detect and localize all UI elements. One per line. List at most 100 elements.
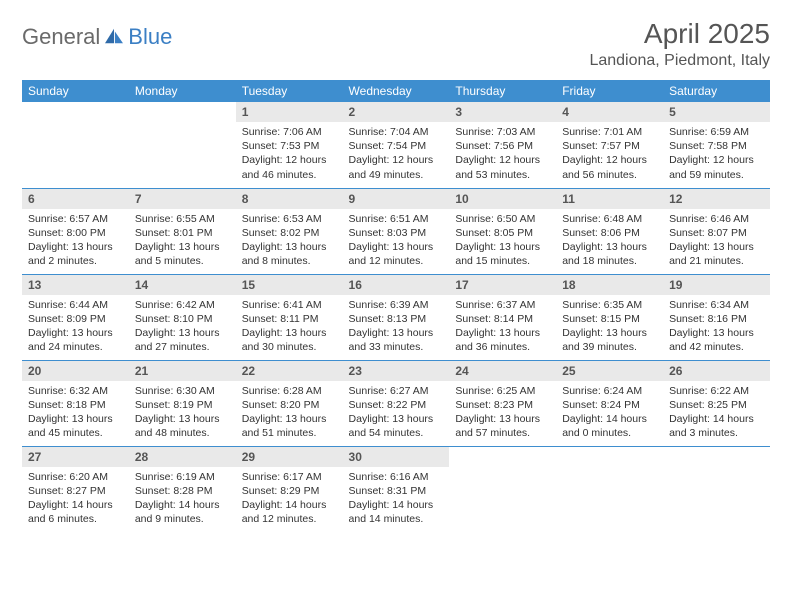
brand-logo: General Blue xyxy=(22,24,172,50)
day-number: 14 xyxy=(129,275,236,295)
day-number: 17 xyxy=(449,275,556,295)
day-number: 1 xyxy=(236,102,343,122)
calendar-cell: 7Sunrise: 6:55 AMSunset: 8:01 PMDaylight… xyxy=(129,188,236,274)
calendar-cell: 13Sunrise: 6:44 AMSunset: 8:09 PMDayligh… xyxy=(22,274,129,360)
title-block: April 2025 Landiona, Piedmont, Italy xyxy=(589,18,770,70)
calendar-cell: 15Sunrise: 6:41 AMSunset: 8:11 PMDayligh… xyxy=(236,274,343,360)
day-header: Monday xyxy=(129,80,236,102)
day-content: Sunrise: 6:28 AMSunset: 8:20 PMDaylight:… xyxy=(236,381,343,445)
day-header: Wednesday xyxy=(343,80,450,102)
day-content: Sunrise: 6:22 AMSunset: 8:25 PMDaylight:… xyxy=(663,381,770,445)
day-number: 27 xyxy=(22,447,129,467)
day-header-row: Sunday Monday Tuesday Wednesday Thursday… xyxy=(22,80,770,102)
day-content: Sunrise: 6:55 AMSunset: 8:01 PMDaylight:… xyxy=(129,209,236,273)
calendar-cell: 27Sunrise: 6:20 AMSunset: 8:27 PMDayligh… xyxy=(22,446,129,532)
calendar-cell: 8Sunrise: 6:53 AMSunset: 8:02 PMDaylight… xyxy=(236,188,343,274)
day-content: Sunrise: 6:20 AMSunset: 8:27 PMDaylight:… xyxy=(22,467,129,531)
day-number: 16 xyxy=(343,275,450,295)
day-content: Sunrise: 6:39 AMSunset: 8:13 PMDaylight:… xyxy=(343,295,450,359)
day-content: Sunrise: 6:50 AMSunset: 8:05 PMDaylight:… xyxy=(449,209,556,273)
calendar-cell: 25Sunrise: 6:24 AMSunset: 8:24 PMDayligh… xyxy=(556,360,663,446)
calendar-cell: 1Sunrise: 7:06 AMSunset: 7:53 PMDaylight… xyxy=(236,102,343,188)
calendar-table: Sunday Monday Tuesday Wednesday Thursday… xyxy=(22,80,770,532)
calendar-cell: 16Sunrise: 6:39 AMSunset: 8:13 PMDayligh… xyxy=(343,274,450,360)
day-content: Sunrise: 6:59 AMSunset: 7:58 PMDaylight:… xyxy=(663,122,770,186)
day-number: 15 xyxy=(236,275,343,295)
day-content: Sunrise: 6:27 AMSunset: 8:22 PMDaylight:… xyxy=(343,381,450,445)
day-number: 25 xyxy=(556,361,663,381)
day-content: Sunrise: 6:37 AMSunset: 8:14 PMDaylight:… xyxy=(449,295,556,359)
day-number: 24 xyxy=(449,361,556,381)
calendar-cell: 24Sunrise: 6:25 AMSunset: 8:23 PMDayligh… xyxy=(449,360,556,446)
calendar-cell: 14Sunrise: 6:42 AMSunset: 8:10 PMDayligh… xyxy=(129,274,236,360)
day-content: Sunrise: 6:34 AMSunset: 8:16 PMDaylight:… xyxy=(663,295,770,359)
calendar-row: 27Sunrise: 6:20 AMSunset: 8:27 PMDayligh… xyxy=(22,446,770,532)
calendar-cell: 19Sunrise: 6:34 AMSunset: 8:16 PMDayligh… xyxy=(663,274,770,360)
day-number: 28 xyxy=(129,447,236,467)
calendar-cell: 5Sunrise: 6:59 AMSunset: 7:58 PMDaylight… xyxy=(663,102,770,188)
calendar-cell: 20Sunrise: 6:32 AMSunset: 8:18 PMDayligh… xyxy=(22,360,129,446)
calendar-cell: 3Sunrise: 7:03 AMSunset: 7:56 PMDaylight… xyxy=(449,102,556,188)
day-content: Sunrise: 7:04 AMSunset: 7:54 PMDaylight:… xyxy=(343,122,450,186)
calendar-cell: 2Sunrise: 7:04 AMSunset: 7:54 PMDaylight… xyxy=(343,102,450,188)
calendar-cell: 23Sunrise: 6:27 AMSunset: 8:22 PMDayligh… xyxy=(343,360,450,446)
calendar-cell: 10Sunrise: 6:50 AMSunset: 8:05 PMDayligh… xyxy=(449,188,556,274)
day-content: Sunrise: 6:46 AMSunset: 8:07 PMDaylight:… xyxy=(663,209,770,273)
location-text: Landiona, Piedmont, Italy xyxy=(589,52,770,70)
day-number: 30 xyxy=(343,447,450,467)
day-content: Sunrise: 6:57 AMSunset: 8:00 PMDaylight:… xyxy=(22,209,129,273)
day-number: 22 xyxy=(236,361,343,381)
calendar-cell: 6Sunrise: 6:57 AMSunset: 8:00 PMDaylight… xyxy=(22,188,129,274)
day-number: 10 xyxy=(449,189,556,209)
calendar-cell: 4Sunrise: 7:01 AMSunset: 7:57 PMDaylight… xyxy=(556,102,663,188)
day-content: Sunrise: 6:30 AMSunset: 8:19 PMDaylight:… xyxy=(129,381,236,445)
day-number: 29 xyxy=(236,447,343,467)
day-number: 6 xyxy=(22,189,129,209)
calendar-cell: 12Sunrise: 6:46 AMSunset: 8:07 PMDayligh… xyxy=(663,188,770,274)
day-number: 20 xyxy=(22,361,129,381)
calendar-cell: 29Sunrise: 6:17 AMSunset: 8:29 PMDayligh… xyxy=(236,446,343,532)
day-content: Sunrise: 6:25 AMSunset: 8:23 PMDaylight:… xyxy=(449,381,556,445)
calendar-cell xyxy=(22,102,129,188)
calendar-cell: 22Sunrise: 6:28 AMSunset: 8:20 PMDayligh… xyxy=(236,360,343,446)
day-number: 4 xyxy=(556,102,663,122)
day-number: 26 xyxy=(663,361,770,381)
day-number: 12 xyxy=(663,189,770,209)
calendar-cell xyxy=(129,102,236,188)
day-header: Friday xyxy=(556,80,663,102)
day-content: Sunrise: 6:48 AMSunset: 8:06 PMDaylight:… xyxy=(556,209,663,273)
day-content: Sunrise: 6:16 AMSunset: 8:31 PMDaylight:… xyxy=(343,467,450,531)
day-number: 9 xyxy=(343,189,450,209)
calendar-cell xyxy=(449,446,556,532)
day-number: 21 xyxy=(129,361,236,381)
month-title: April 2025 xyxy=(589,18,770,50)
sail-icon xyxy=(103,27,125,45)
calendar-cell xyxy=(663,446,770,532)
calendar-cell: 9Sunrise: 6:51 AMSunset: 8:03 PMDaylight… xyxy=(343,188,450,274)
day-number: 5 xyxy=(663,102,770,122)
day-content: Sunrise: 6:42 AMSunset: 8:10 PMDaylight:… xyxy=(129,295,236,359)
day-header: Sunday xyxy=(22,80,129,102)
calendar-cell: 11Sunrise: 6:48 AMSunset: 8:06 PMDayligh… xyxy=(556,188,663,274)
day-content: Sunrise: 7:06 AMSunset: 7:53 PMDaylight:… xyxy=(236,122,343,186)
day-number: 18 xyxy=(556,275,663,295)
calendar-cell xyxy=(556,446,663,532)
day-number: 19 xyxy=(663,275,770,295)
day-content: Sunrise: 6:19 AMSunset: 8:28 PMDaylight:… xyxy=(129,467,236,531)
day-content: Sunrise: 6:53 AMSunset: 8:02 PMDaylight:… xyxy=(236,209,343,273)
calendar-row: 6Sunrise: 6:57 AMSunset: 8:00 PMDaylight… xyxy=(22,188,770,274)
day-content: Sunrise: 6:24 AMSunset: 8:24 PMDaylight:… xyxy=(556,381,663,445)
calendar-cell: 18Sunrise: 6:35 AMSunset: 8:15 PMDayligh… xyxy=(556,274,663,360)
brand-text-general: General xyxy=(22,24,100,50)
day-number: 2 xyxy=(343,102,450,122)
day-header: Tuesday xyxy=(236,80,343,102)
calendar-cell: 21Sunrise: 6:30 AMSunset: 8:19 PMDayligh… xyxy=(129,360,236,446)
day-number: 8 xyxy=(236,189,343,209)
calendar-row: 20Sunrise: 6:32 AMSunset: 8:18 PMDayligh… xyxy=(22,360,770,446)
day-content: Sunrise: 6:35 AMSunset: 8:15 PMDaylight:… xyxy=(556,295,663,359)
day-content: Sunrise: 7:01 AMSunset: 7:57 PMDaylight:… xyxy=(556,122,663,186)
day-number: 11 xyxy=(556,189,663,209)
calendar-cell: 28Sunrise: 6:19 AMSunset: 8:28 PMDayligh… xyxy=(129,446,236,532)
calendar-cell: 30Sunrise: 6:16 AMSunset: 8:31 PMDayligh… xyxy=(343,446,450,532)
day-number: 7 xyxy=(129,189,236,209)
